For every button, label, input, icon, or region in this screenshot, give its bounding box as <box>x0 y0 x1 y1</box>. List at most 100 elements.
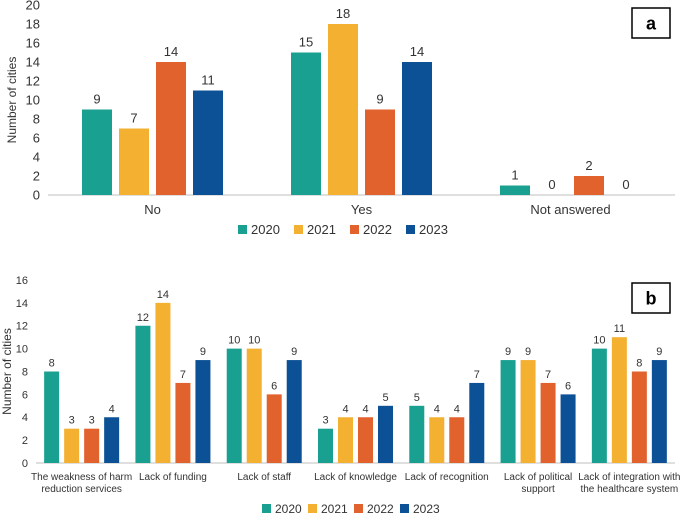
data-label: 14 <box>410 44 424 59</box>
data-label: 9 <box>656 346 662 358</box>
bar-2022-4 <box>449 417 465 463</box>
legend-swatch <box>406 225 415 234</box>
category-label: The weakness of harm reduction services <box>31 472 132 495</box>
legend-label: 2023 <box>419 222 448 237</box>
data-label: 8 <box>49 358 55 370</box>
bar-2020-2 <box>500 185 530 195</box>
bar-2021-5 <box>520 360 536 463</box>
data-label: 11 <box>201 73 215 88</box>
y-tick-label: 0 <box>22 458 28 470</box>
category-label: Not answered <box>530 202 610 217</box>
bar-2020-2 <box>226 348 242 463</box>
bar-2022-1 <box>175 382 191 463</box>
y-tick-label: 10 <box>26 93 40 108</box>
panel-label: a <box>646 13 657 33</box>
data-label: 1 <box>511 168 518 183</box>
category-label: Lack of recognition <box>405 472 489 483</box>
data-label: 7 <box>130 111 137 126</box>
data-label: 4 <box>109 403 115 415</box>
bar-2021-1 <box>328 24 358 195</box>
data-label: 10 <box>248 335 260 347</box>
bar-2022-2 <box>266 394 282 463</box>
data-label: 9 <box>376 92 383 107</box>
y-tick-label: 2 <box>22 435 28 447</box>
category-label: Lack of knowledge <box>314 472 397 483</box>
bar-2021-1 <box>155 302 171 463</box>
bar-2022-6 <box>631 371 647 463</box>
data-label: 4 <box>434 403 440 415</box>
data-label: 7 <box>545 369 551 381</box>
data-label: 9 <box>200 346 206 358</box>
y-tick-label: 12 <box>16 321 28 333</box>
y-tick-label: 8 <box>33 112 40 127</box>
data-label: 3 <box>322 415 328 427</box>
data-label: 9 <box>291 346 297 358</box>
data-label: 18 <box>336 6 350 21</box>
legend-swatch <box>262 504 271 513</box>
y-tick-label: 12 <box>26 74 40 89</box>
bar-2020-4 <box>409 405 425 463</box>
bar-2023-1 <box>402 62 432 195</box>
y-tick-label: 6 <box>22 389 28 401</box>
y-tick-label: 14 <box>16 298 28 310</box>
data-label: 6 <box>565 380 571 392</box>
y-tick-label: 4 <box>22 412 28 424</box>
data-label: 7 <box>474 369 480 381</box>
data-label: 12 <box>137 312 149 324</box>
y-tick-label: 2 <box>33 169 40 184</box>
legend-swatch <box>238 225 247 234</box>
bar-2021-0 <box>119 128 149 195</box>
bar-2022-1 <box>365 109 395 195</box>
y-tick-label: 20 <box>26 0 40 13</box>
data-label: 14 <box>157 289 169 301</box>
panel-label-box <box>631 282 671 314</box>
data-label: 10 <box>228 335 240 347</box>
panel-label-box <box>631 7 671 39</box>
legend-label: 2023 <box>413 502 440 516</box>
bar-2020-1 <box>135 325 151 463</box>
data-label: 4 <box>342 403 348 415</box>
bar-2022-5 <box>540 382 556 463</box>
chart-panel-b: 0 2 4 6 8 10 12 14 16 Number of cities 8 3 3 4 The wea… <box>0 275 680 516</box>
category-label: Lack of political support <box>504 472 572 495</box>
y-axis-label: Number of cities <box>0 328 14 415</box>
bar-2021-6 <box>611 337 627 463</box>
legend-swatch <box>400 504 409 513</box>
data-label: 14 <box>164 44 178 59</box>
data-label: 6 <box>271 380 277 392</box>
bar-2020-6 <box>591 348 607 463</box>
data-label: 9 <box>505 346 511 358</box>
bar-2022-0 <box>156 62 186 195</box>
data-label: 9 <box>93 92 100 107</box>
legend-swatch <box>308 504 317 513</box>
legend: 2020 2021 2022 2023 <box>262 502 440 516</box>
data-label: 15 <box>299 35 313 50</box>
y-tick-label: 8 <box>22 366 28 378</box>
data-label: 8 <box>636 358 642 370</box>
legend-label: 2022 <box>363 222 392 237</box>
category-label: Lack of integration with the healthcare s… <box>578 472 680 495</box>
bar-2021-0 <box>64 428 80 463</box>
legend-label: 2022 <box>367 502 394 516</box>
legend-swatch <box>350 225 359 234</box>
legend: 2020 2021 2022 2023 <box>238 222 448 237</box>
data-label: 4 <box>454 403 460 415</box>
y-tick-label: 10 <box>16 344 28 356</box>
bar-2020-0 <box>44 371 60 463</box>
category-label: No <box>144 202 161 217</box>
legend-label: 2020 <box>251 222 280 237</box>
bar-2023-6 <box>651 360 667 463</box>
category-label: Yes <box>351 202 373 217</box>
data-label: 3 <box>89 415 95 427</box>
bar-2020-5 <box>500 360 516 463</box>
legend-label: 2021 <box>307 222 336 237</box>
data-label: 7 <box>180 369 186 381</box>
bar-2023-4 <box>469 382 485 463</box>
bar-2020-0 <box>82 109 112 195</box>
y-tick-label: 18 <box>26 17 40 32</box>
bar-2022-2 <box>574 176 604 195</box>
y-tick-label: 0 <box>33 188 40 203</box>
legend-label: 2021 <box>321 502 348 516</box>
